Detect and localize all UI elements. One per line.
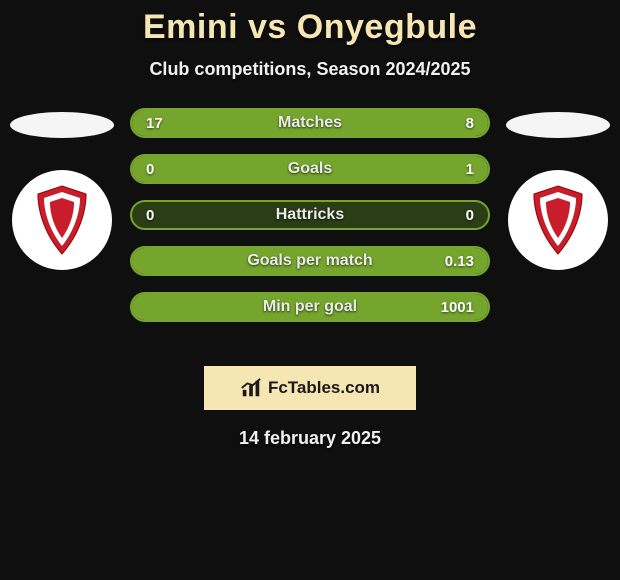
stat-bars: 17Matches80Goals10Hattricks0Goals per ma…: [130, 108, 490, 322]
brand-text: FcTables.com: [268, 378, 380, 398]
stat-value-right: 0.13: [445, 253, 474, 270]
stat-row: Min per goal1001: [130, 292, 490, 322]
shield-icon: [528, 184, 588, 256]
page-title: Emini vs Onyegbule: [0, 0, 620, 47]
brand-box[interactable]: FcTables.com: [204, 366, 416, 410]
bar-chart-icon: [240, 377, 262, 399]
stat-value-right: 0: [466, 207, 474, 224]
player-left-column: [2, 108, 122, 270]
stat-label: Min per goal: [132, 298, 488, 316]
stat-label: Goals per match: [132, 252, 488, 270]
stat-value-right: 1001: [441, 299, 474, 316]
comparison-panel: 17Matches80Goals10Hattricks0Goals per ma…: [0, 108, 620, 348]
stat-row: 0Hattricks0: [130, 200, 490, 230]
stat-label: Matches: [132, 114, 488, 132]
shield-icon: [32, 184, 92, 256]
player-left-club-badge: [12, 170, 112, 270]
stat-row: Goals per match0.13: [130, 246, 490, 276]
subtitle: Club competitions, Season 2024/2025: [0, 59, 620, 80]
stat-label: Hattricks: [132, 206, 488, 224]
stat-row: 0Goals1: [130, 154, 490, 184]
player-right-club-badge: [508, 170, 608, 270]
player-right-column: [498, 108, 618, 270]
date-label: 14 february 2025: [0, 428, 620, 449]
stat-value-right: 8: [466, 115, 474, 132]
stat-row: 17Matches8: [130, 108, 490, 138]
player-left-ellipse: [10, 112, 114, 138]
stat-label: Goals: [132, 160, 488, 178]
stat-value-right: 1: [466, 161, 474, 178]
player-right-ellipse: [506, 112, 610, 138]
